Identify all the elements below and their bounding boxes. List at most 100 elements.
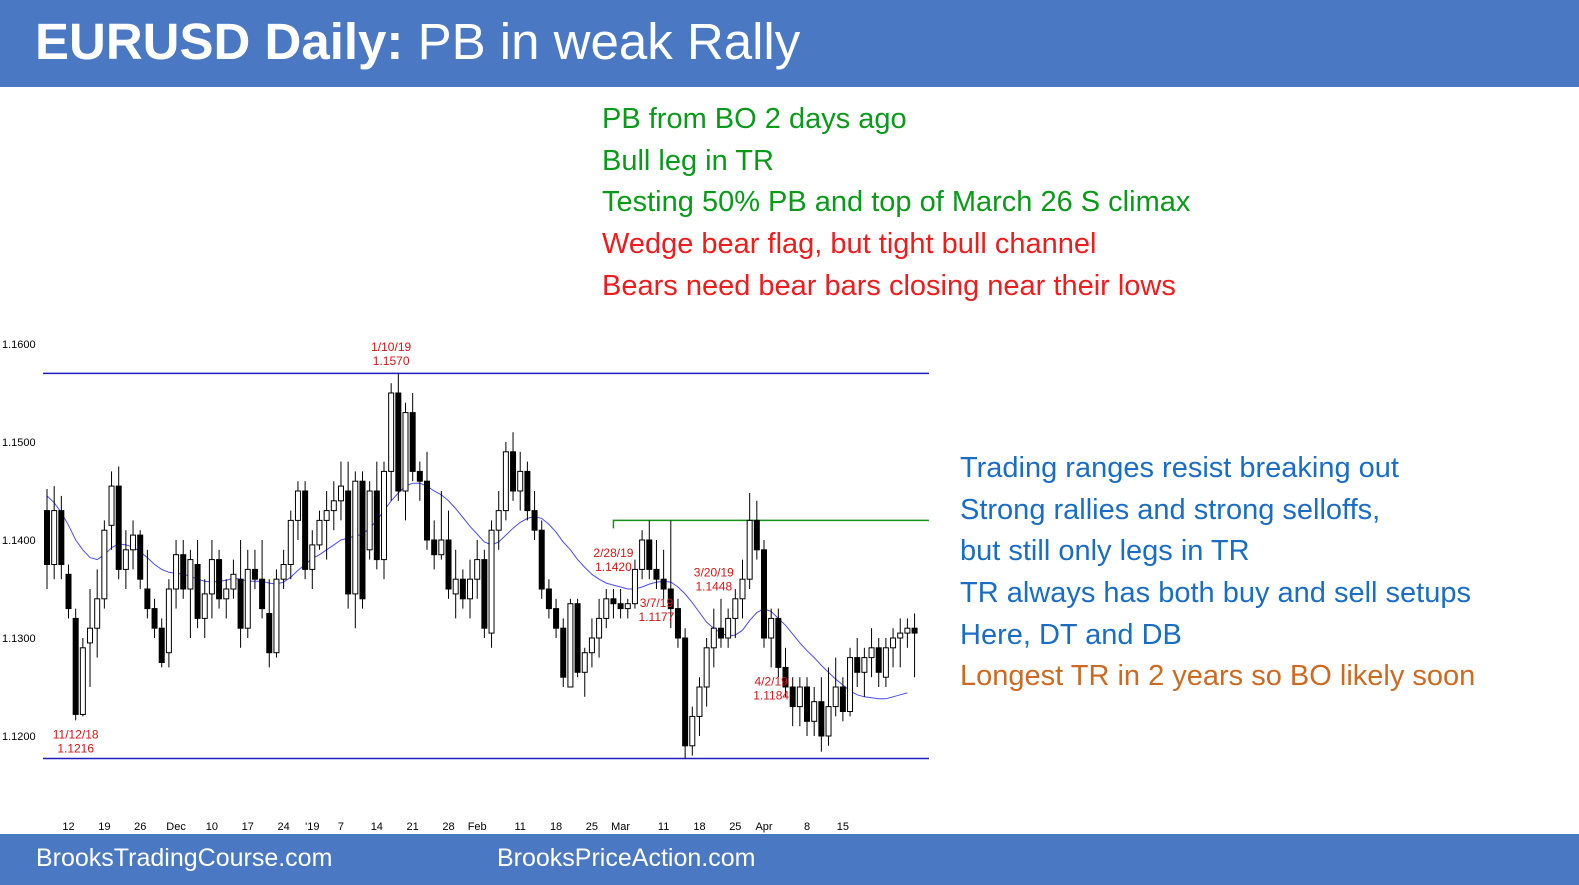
- candle: [502, 442, 509, 521]
- candle-body: [517, 470, 524, 492]
- annotation-price: 1.1216: [57, 741, 94, 755]
- candle: [273, 569, 280, 658]
- annotation-date: 1/10/19: [371, 340, 411, 354]
- note-top-line-4: Wedge bear flag, but tight bull channel: [602, 228, 1097, 261]
- candle-body: [431, 539, 438, 556]
- y-tick-label: 1.1600: [2, 339, 36, 351]
- candle: [280, 549, 287, 589]
- candle: [416, 461, 423, 501]
- candle: [459, 569, 466, 609]
- annotation-price: 1.1420: [595, 560, 632, 574]
- candle-body: [761, 549, 767, 639]
- candle-body: [409, 412, 416, 472]
- candle-body: [237, 578, 244, 629]
- candle: [201, 579, 208, 638]
- candle: [875, 638, 882, 687]
- annotation-price: 1.1448: [695, 580, 732, 594]
- candle-body: [359, 480, 366, 600]
- candle-body: [402, 412, 409, 492]
- candle-body: [832, 686, 839, 708]
- candle: [682, 628, 689, 759]
- candle-body: [839, 686, 846, 712]
- candle-body: [373, 490, 380, 561]
- candle: [337, 461, 344, 521]
- candle-body: [144, 588, 151, 610]
- footer-link-price-action[interactable]: BrooksPriceAction.com: [497, 844, 756, 872]
- x-tick-label: 8: [804, 821, 810, 833]
- candle-body: [732, 598, 739, 619]
- candle-body: [280, 564, 287, 580]
- candle: [847, 647, 854, 717]
- x-tick-label: 11: [658, 821, 669, 833]
- candle-body: [79, 647, 86, 715]
- x-tick-label: 21: [407, 821, 419, 833]
- note-right-line-2: Strong rallies and strong selloffs,: [960, 493, 1381, 526]
- candle-body: [130, 534, 137, 551]
- candle: [560, 618, 567, 687]
- y-tick-label: 1.1500: [2, 437, 36, 449]
- y-axis-ticks: 1.1200 1.1300 1.1400 1.1500 1.1600: [2, 339, 36, 743]
- candle: [452, 549, 459, 619]
- candle: [467, 559, 474, 619]
- candle-body: [158, 627, 165, 664]
- x-tick-label: 12: [62, 821, 74, 833]
- x-tick-label: 7: [338, 821, 344, 833]
- x-tick-label: Mar: [611, 821, 630, 833]
- x-tick-label: Dec: [166, 821, 186, 833]
- candle: [868, 628, 875, 678]
- candle-body: [108, 485, 115, 526]
- x-axis-ticks: 12 19 26 Dec 10 17 24 '19 7 14 21 28 Feb 11 18 25 Mar 11 1…: [62, 821, 849, 833]
- candle: [746, 492, 753, 589]
- note-right-line-3: but still only legs in TR: [960, 535, 1250, 568]
- candle: [890, 628, 897, 668]
- candle-body: [244, 568, 251, 629]
- candle: [287, 510, 294, 580]
- candle-body: [87, 627, 94, 644]
- candle: [761, 540, 767, 648]
- x-tick-label: 14: [371, 821, 383, 833]
- candle: [302, 481, 309, 580]
- analysis-notes-right: Trading ranges resist breaking out Strong…: [960, 448, 1475, 698]
- candle: [624, 598, 631, 619]
- candle-body: [201, 593, 208, 619]
- trading-range-lines: [43, 372, 929, 760]
- candle: [639, 530, 646, 580]
- candle-body: [223, 588, 230, 600]
- candle: [380, 461, 387, 580]
- candle: [237, 540, 244, 648]
- x-tick-label: '19: [305, 821, 319, 833]
- candle-body: [811, 701, 818, 722]
- annotation-price: 1.1570: [373, 354, 410, 368]
- candle: [266, 579, 273, 668]
- candle: [510, 432, 517, 501]
- x-tick-label: 15: [837, 821, 849, 833]
- candle: [230, 559, 237, 599]
- candle-body: [230, 573, 237, 590]
- candle-body: [452, 578, 459, 595]
- candle-body: [739, 578, 746, 600]
- candle-body: [703, 647, 710, 688]
- candle-body: [911, 627, 918, 634]
- note-right-line-5: Here, DT and DB: [960, 618, 1182, 651]
- candle-body: [818, 701, 825, 737]
- footer-link-trading-course[interactable]: BrooksTradingCourse.com: [36, 844, 333, 872]
- candle: [216, 549, 223, 609]
- candle-body: [782, 666, 789, 688]
- candle-body: [366, 490, 373, 551]
- candle-body: [639, 539, 646, 570]
- candle-body: [165, 588, 172, 654]
- candle-body: [897, 632, 904, 639]
- candle-body: [710, 627, 717, 649]
- candle: [818, 677, 825, 752]
- candle-body: [173, 554, 180, 590]
- x-tick-label: 19: [98, 821, 110, 833]
- candle: [208, 540, 215, 619]
- candle-body: [581, 652, 588, 673]
- candle-body: [624, 603, 631, 610]
- candle-body: [875, 647, 882, 673]
- candle: [474, 540, 481, 599]
- annotation-date: 2/28/19: [593, 546, 633, 560]
- candle: [388, 383, 395, 501]
- candle-body: [72, 617, 79, 715]
- candle-body: [495, 510, 502, 531]
